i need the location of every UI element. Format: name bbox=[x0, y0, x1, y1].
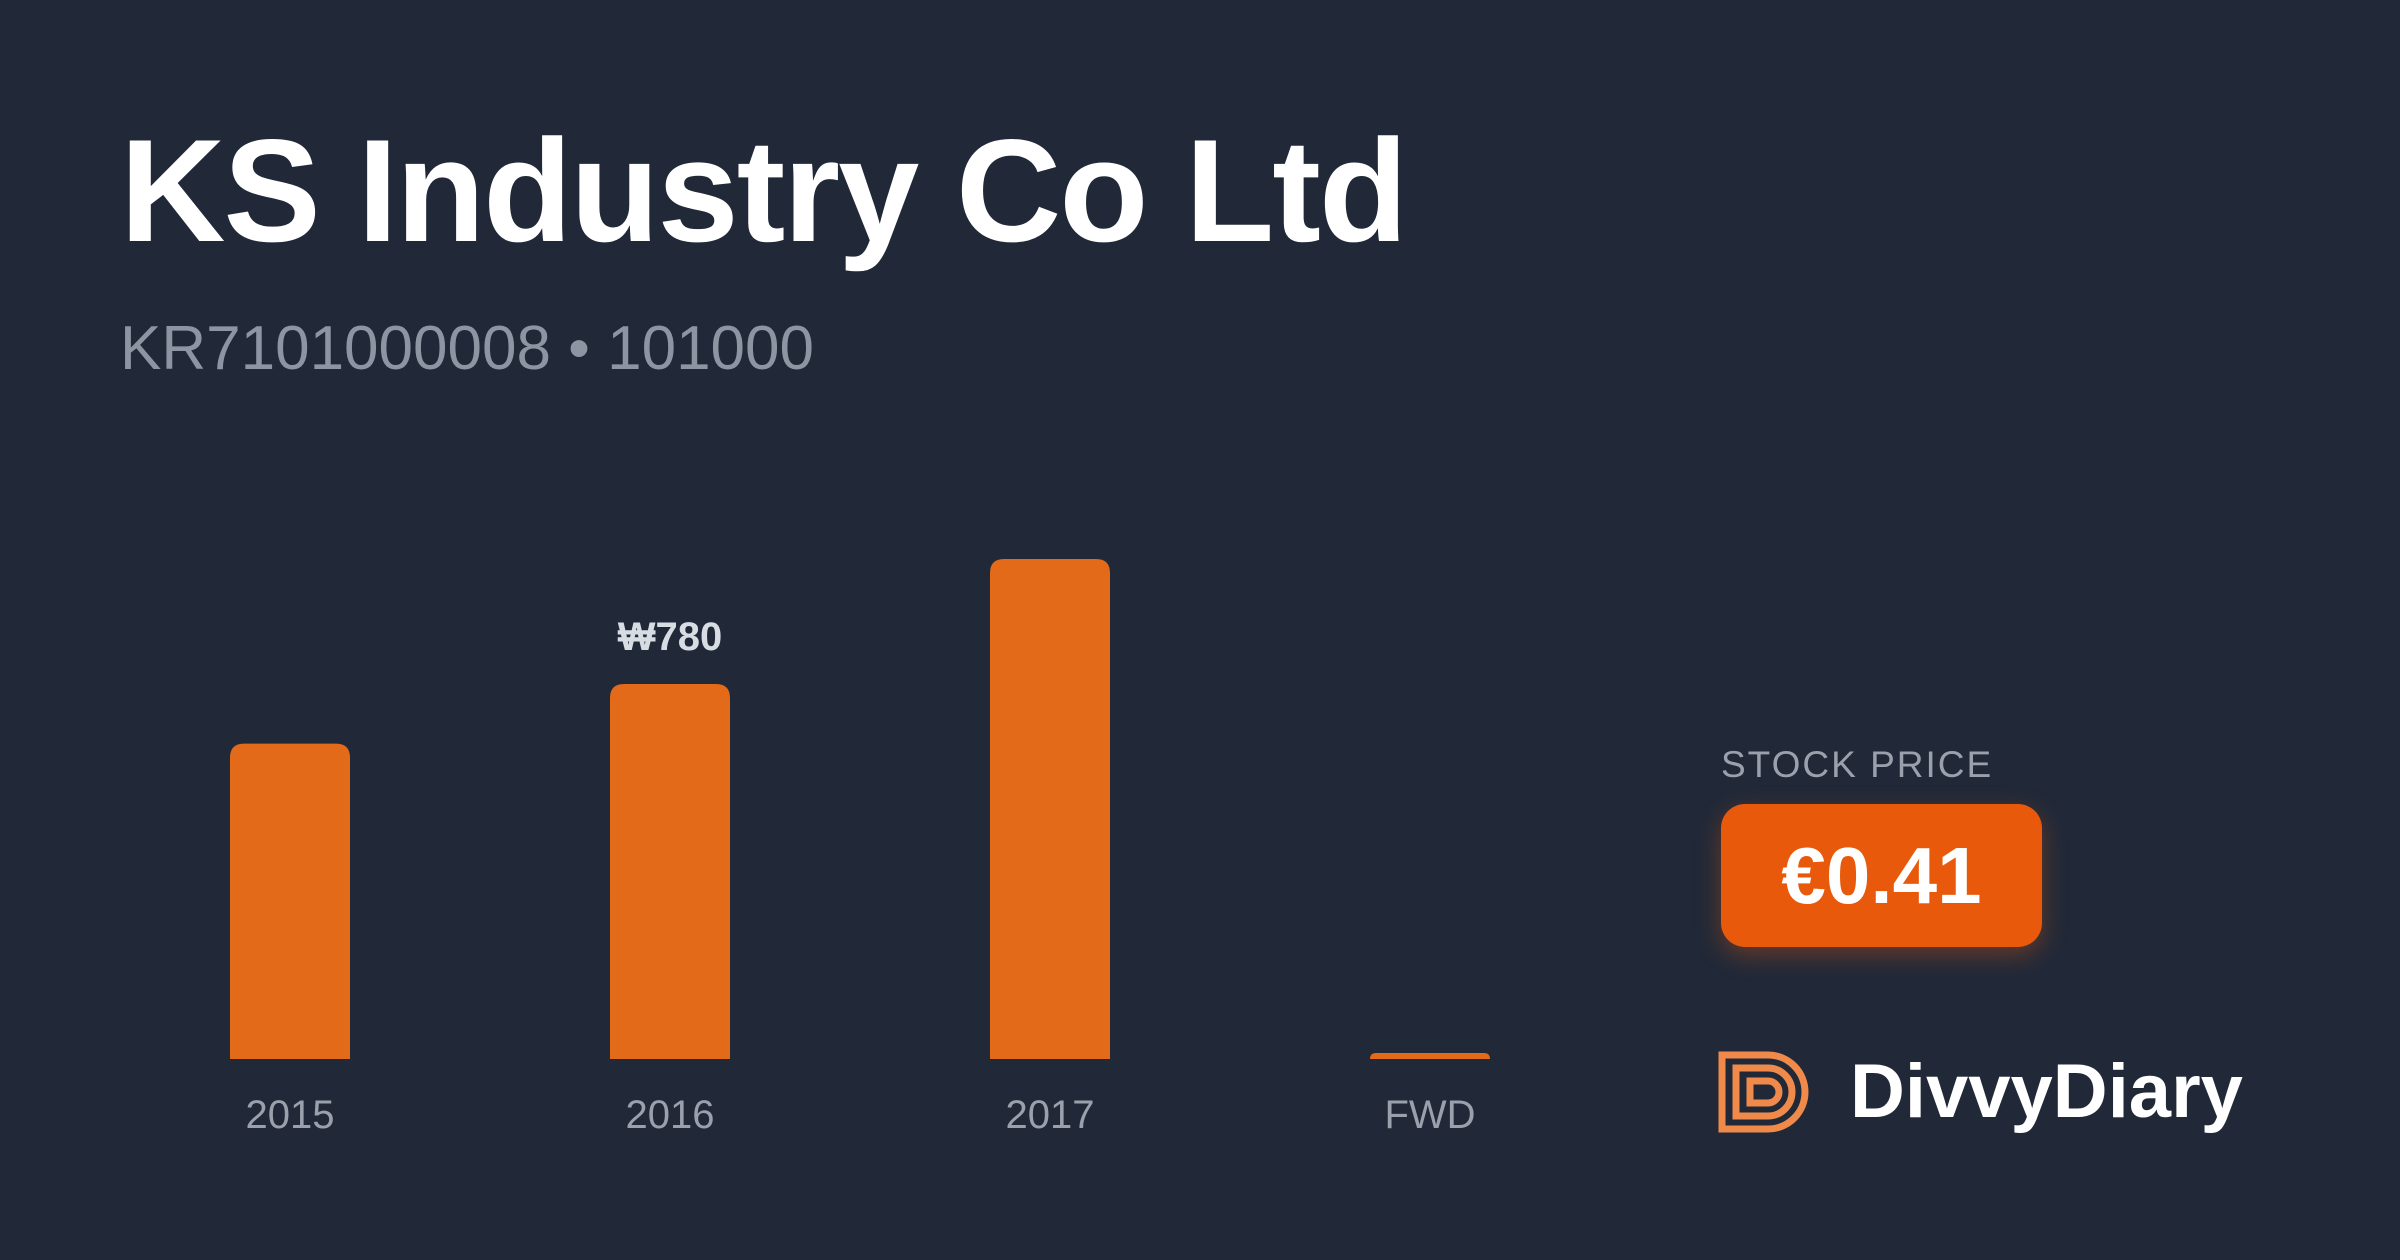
bar-2016 bbox=[610, 684, 730, 1059]
x-tick-label: 2016 bbox=[626, 1093, 715, 1137]
isin-and-ticker: KR7101000008 • 101000 bbox=[120, 314, 814, 383]
stock-price-label: STOCK PRICE bbox=[1721, 744, 1994, 785]
data-label: ₩780 bbox=[618, 615, 723, 659]
dividend-bar-chart: 2015 2016 ₩780 2017 FWD bbox=[230, 559, 1490, 1137]
divvydiary-logo-icon bbox=[1718, 1051, 1809, 1133]
brand-name: DivvyDiary bbox=[1850, 1049, 2243, 1134]
bar-2017 bbox=[990, 559, 1110, 1059]
brand: DivvyDiary bbox=[1718, 1050, 2243, 1134]
bar-fwd bbox=[1370, 1053, 1490, 1059]
stock-price-badge: €0.41 bbox=[1721, 804, 2042, 947]
bar-2015 bbox=[230, 743, 350, 1059]
x-tick-label: FWD bbox=[1384, 1093, 1475, 1137]
x-tick-label: 2017 bbox=[1006, 1093, 1095, 1137]
x-tick-label: 2015 bbox=[246, 1093, 335, 1137]
company-name: KS Industry Co Ltd bbox=[120, 109, 1408, 272]
